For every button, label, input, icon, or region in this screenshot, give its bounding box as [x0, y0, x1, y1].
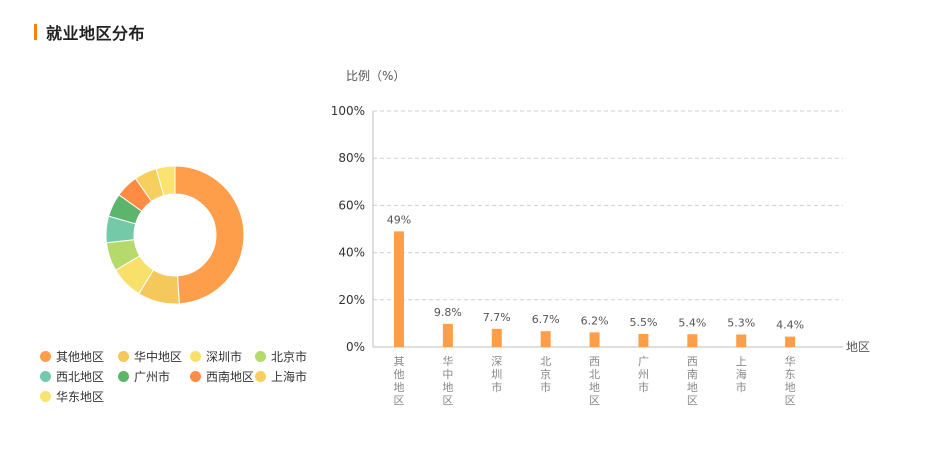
legend-color-dot [118, 371, 129, 382]
legend-item[interactable]: 深圳市 [190, 348, 242, 365]
bar-data-label: 5.5% [629, 316, 657, 329]
legend-item[interactable]: 华中地区 [118, 348, 182, 365]
legend-color-dot [190, 371, 201, 382]
legend-label: 北京市 [271, 350, 308, 364]
legend-item[interactable]: 华东地区 [40, 388, 104, 405]
bar[interactable] [638, 334, 649, 347]
legend-label: 西北地区 [56, 370, 105, 384]
bar[interactable] [785, 336, 796, 347]
y-tick-label: 40% [338, 246, 365, 260]
donut-slice-1[interactable] [174, 165, 245, 305]
bar-data-label: 6.7% [532, 313, 560, 326]
legend-item[interactable]: 其他地区 [40, 348, 104, 365]
legend-color-dot [40, 391, 51, 402]
bar[interactable] [491, 328, 502, 347]
x-tick-label: 北京市 [540, 355, 551, 394]
legend-color-dot [255, 371, 266, 382]
bar-chart-xlabel: 地区 [846, 340, 870, 354]
legend-color-dot [190, 351, 201, 362]
x-tick-label: 广州市 [638, 355, 649, 394]
y-tick-label: 100% [331, 104, 365, 118]
legend-label: 其他地区 [56, 350, 105, 364]
legend-item[interactable]: 北京市 [255, 348, 307, 365]
legend-item[interactable]: 西北地区 [40, 368, 104, 385]
legend-label: 华中地区 [134, 350, 183, 364]
bar-data-label: 9.8% [434, 306, 462, 319]
bar[interactable] [736, 334, 747, 347]
x-tick-label: 华东地区 [785, 354, 796, 407]
bar[interactable] [442, 323, 453, 347]
legend-color-dot [40, 351, 51, 362]
x-tick-label: 西南地区 [687, 355, 698, 407]
x-tick-label: 其他地区 [394, 355, 405, 407]
bar-data-label: 6.2% [581, 314, 609, 327]
legend-label: 广州市 [134, 370, 171, 384]
x-tick-label: 华中地区 [442, 354, 453, 407]
bar-data-label: 4.4% [776, 319, 804, 332]
bar-data-label: 49% [387, 213, 411, 226]
legend-label: 华东地区 [56, 390, 105, 404]
y-tick-label: 60% [338, 198, 365, 212]
bar-data-label: 7.7% [483, 311, 511, 324]
bar-chart-ylabel: 比例（%） [346, 69, 405, 83]
x-tick-label: 上海市 [736, 355, 747, 394]
bar[interactable] [540, 331, 551, 347]
legend-label: 西南地区 [206, 370, 255, 384]
y-tick-label: 80% [338, 151, 365, 165]
legend-color-dot [255, 351, 266, 362]
bar-data-label: 5.3% [727, 316, 755, 329]
bar[interactable] [687, 334, 698, 347]
bar-data-label: 5.4% [678, 316, 706, 329]
legend-label: 深圳市 [206, 350, 243, 364]
bar[interactable] [589, 332, 600, 347]
x-tick-label: 西北地区 [589, 355, 600, 407]
x-tick-label: 深圳市 [491, 355, 502, 394]
y-tick-label: 20% [338, 293, 365, 307]
legend-color-dot [40, 371, 51, 382]
legend-label: 上海市 [271, 370, 308, 384]
legend-item[interactable]: 西南地区 [190, 368, 254, 385]
page-header: 就业地区分布 [34, 22, 146, 43]
title-accent-bar [34, 24, 37, 40]
donut-slice-9[interactable] [155, 165, 176, 197]
legend-item[interactable]: 上海市 [255, 368, 307, 385]
page-title: 就业地区分布 [46, 24, 146, 43]
legend-item[interactable]: 广州市 [118, 368, 170, 385]
bar[interactable] [394, 231, 404, 347]
donut-chart [105, 165, 245, 305]
y-tick-label: 0% [346, 340, 365, 354]
legend-color-dot [118, 351, 129, 362]
